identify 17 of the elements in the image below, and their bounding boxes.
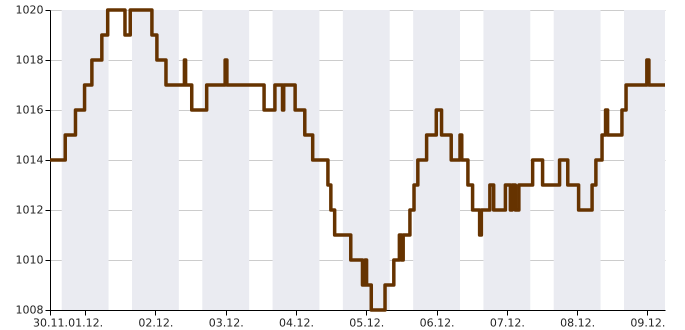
x-tick-label: 08.12.	[560, 316, 596, 330]
y-tick-label: 1014	[16, 154, 44, 166]
x-tick-label: 06.12.	[420, 316, 455, 330]
y-tick-label: 1010	[16, 254, 44, 266]
x-tick-label: 01.12.	[68, 316, 104, 330]
y-tick-label: 1016	[16, 104, 44, 116]
x-tick-label: 02.12.	[138, 316, 174, 330]
x-tick-label: 30.11.	[33, 316, 68, 330]
x-tick-label: 05.12.	[349, 316, 384, 330]
y-tick-label: 1020	[16, 4, 44, 16]
x-tick-label: 04.12.	[279, 316, 314, 330]
x-tick-label: 09.12.	[630, 316, 666, 330]
x-tick-label: 03.12.	[208, 316, 244, 330]
y-tick-label: 1012	[16, 204, 44, 216]
y-tick-label: 1018	[16, 54, 44, 66]
x-tick-label: 07.12.	[490, 316, 525, 330]
y-tick-label: 1008	[16, 304, 44, 316]
